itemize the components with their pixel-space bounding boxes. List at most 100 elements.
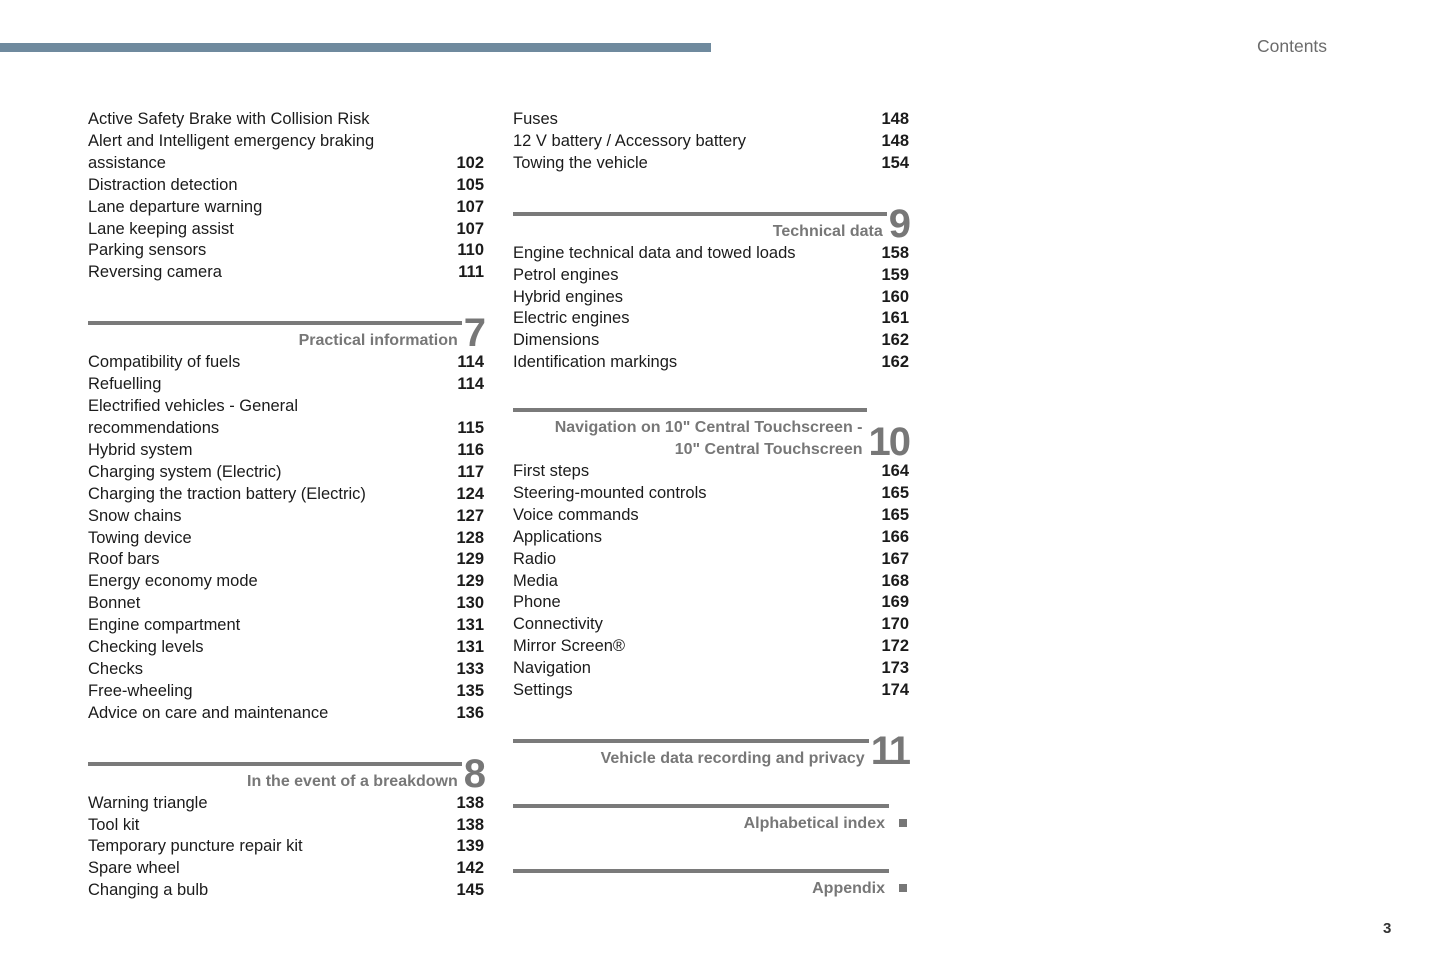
toc-entry[interactable]: Engine compartment 131 — [88, 615, 484, 637]
toc-entry[interactable]: Hybrid system 116 — [88, 440, 484, 462]
toc-entry[interactable]: Free-wheeling 135 — [88, 681, 484, 703]
header-accent-bar — [0, 43, 711, 52]
toc-entry[interactable]: Connectivity 170 — [513, 614, 909, 636]
toc-entry[interactable]: Applications 166 — [513, 527, 909, 549]
entry-page: 165 — [881, 483, 909, 502]
entry-page: 154 — [881, 153, 909, 172]
toc-entry[interactable]: Petrol engines 159 — [513, 265, 909, 287]
toc-entry[interactable]: Media 168 — [513, 571, 909, 593]
entry-title: Electrified vehicles - General recommend… — [88, 397, 299, 437]
toc-entry[interactable]: Identification markings 162 — [513, 352, 909, 374]
toc-entry[interactable]: Spare wheel 142 — [88, 858, 484, 880]
toc-entry[interactable]: Roof bars 129 — [88, 549, 484, 571]
entry-page: 127 — [456, 506, 484, 525]
section-heading[interactable]: Technical data 9 — [513, 175, 911, 244]
entry-page: 138 — [456, 793, 484, 812]
toc-entry[interactable]: Voice commands 165 — [513, 505, 909, 527]
running-title: Contents — [1257, 36, 1328, 56]
entry-title: Connectivity — [513, 615, 603, 634]
section-title: Alphabetical index — [743, 814, 885, 832]
toc-entry[interactable]: Steering-mounted controls 165 — [513, 483, 909, 505]
entry-title: Settings — [513, 681, 573, 700]
entry-page: 114 — [457, 353, 484, 372]
toc-entry[interactable]: Towing the vehicle 154 — [513, 153, 909, 175]
toc-entry[interactable]: Temporary puncture repair kit 139 — [88, 836, 484, 858]
entry-title: First steps — [513, 461, 590, 480]
toc-entry[interactable]: Electrified vehicles - General recommend… — [88, 396, 484, 440]
entry-page: 158 — [881, 243, 909, 262]
toc-entry[interactable]: Navigation 173 — [513, 658, 909, 680]
entry-page: 107 — [456, 197, 484, 216]
entry-title: Towing the vehicle — [513, 153, 648, 172]
entry-title: Free-wheeling — [88, 681, 193, 700]
entry-title: Spare wheel — [88, 859, 180, 878]
toc-entry[interactable]: Distraction detection 105 — [88, 175, 484, 197]
toc-entry[interactable]: First steps 164 — [513, 461, 909, 483]
toc-entry[interactable]: Refuelling 114 — [88, 374, 484, 396]
toc-entry[interactable]: Settings 174 — [513, 680, 909, 702]
entry-title: Energy economy mode — [88, 572, 258, 591]
section-heading[interactable]: Alphabetical index — [513, 770, 909, 835]
toc-entry[interactable]: Towing device 128 — [88, 528, 484, 550]
toc-entry[interactable]: Active Safety Brake with Collision Risk … — [88, 109, 484, 175]
entry-title: Bonnet — [88, 594, 141, 613]
entry-page: 145 — [456, 881, 484, 900]
entry-page: 116 — [457, 440, 484, 459]
entry-page: 129 — [456, 572, 484, 591]
entry-title: Engine technical data and towed loads — [513, 243, 796, 262]
toc-entry[interactable]: Charging the traction battery (Electric)… — [88, 484, 484, 506]
toc-entry[interactable]: Radio 167 — [513, 549, 909, 571]
toc-entry[interactable]: Engine technical data and towed loads 158 — [513, 243, 909, 265]
section-heading[interactable]: Vehicle data recording and privacy 11 — [513, 702, 911, 771]
toc-entry[interactable]: Charging system (Electric) 117 — [88, 462, 484, 484]
toc-entry[interactable]: Checks 133 — [88, 659, 484, 681]
section-heading[interactable]: Navigation on 10" Central Touchscreen - … — [513, 374, 911, 464]
toc-entry[interactable]: Hybrid engines 160 — [513, 287, 909, 309]
entry-title: Active Safety Brake with Collision Risk … — [88, 110, 375, 172]
entry-page: 130 — [456, 594, 484, 613]
entry-page: 117 — [457, 462, 484, 481]
entry-page: 129 — [456, 550, 484, 569]
section-heading[interactable]: In the event of a breakdown 8 — [88, 725, 486, 794]
toc-entry[interactable]: Warning triangle 138 — [88, 793, 484, 815]
entry-page: 136 — [456, 703, 484, 722]
section-heading[interactable]: Appendix — [513, 835, 909, 900]
entry-page: 142 — [456, 859, 484, 878]
entry-title: Dimensions — [513, 331, 600, 350]
section-divider — [88, 761, 462, 766]
toc-entry[interactable]: Lane keeping assist 107 — [88, 219, 484, 241]
entry-title: Engine compartment — [88, 616, 241, 635]
toc-entry[interactable]: Checking levels 131 — [88, 637, 484, 659]
entry-title: Snow chains — [88, 506, 182, 525]
toc-entry[interactable]: Dimensions 162 — [513, 330, 909, 352]
entry-title: Petrol engines — [513, 265, 619, 284]
toc-entry[interactable]: Snow chains 127 — [88, 506, 484, 528]
entry-title: Temporary puncture repair kit — [88, 837, 303, 856]
entry-page: 102 — [456, 153, 484, 172]
entry-title: Warning triangle — [88, 793, 208, 812]
entry-title: Media — [513, 571, 558, 590]
toc-entry[interactable]: Parking sensors 110 — [88, 240, 484, 262]
chapter-number: 10 — [868, 419, 911, 464]
entry-page: 167 — [881, 549, 909, 568]
toc-entry[interactable]: Tool kit 138 — [88, 815, 484, 837]
toc-entry[interactable]: Changing a bulb 145 — [88, 880, 484, 902]
section-divider — [513, 211, 887, 216]
toc-entry[interactable]: Bonnet 130 — [88, 593, 484, 615]
toc-entry[interactable]: Compatibility of fuels 114 — [88, 352, 484, 374]
toc-entry[interactable]: Reversing camera 111 — [88, 262, 484, 284]
toc-entry[interactable]: Electric engines 161 — [513, 308, 909, 330]
toc-entry[interactable]: Fuses 148 — [513, 109, 909, 131]
entry-page: 172 — [881, 637, 909, 656]
toc-entry[interactable]: 12 V battery / Accessory battery 148 — [513, 131, 909, 153]
toc-entry[interactable]: Advice on care and maintenance 136 — [88, 703, 484, 725]
entry-title: Refuelling — [88, 375, 162, 394]
square-icon — [899, 883, 907, 892]
section-heading[interactable]: Practical information 7 — [88, 284, 486, 353]
entry-title: Roof bars — [88, 550, 160, 569]
toc-entry[interactable]: Energy economy mode 129 — [88, 571, 484, 593]
section-divider — [513, 408, 867, 413]
toc-entry[interactable]: Mirror Screen® 172 — [513, 636, 909, 658]
toc-entry[interactable]: Phone 169 — [513, 592, 909, 614]
toc-entry[interactable]: Lane departure warning 107 — [88, 197, 484, 219]
